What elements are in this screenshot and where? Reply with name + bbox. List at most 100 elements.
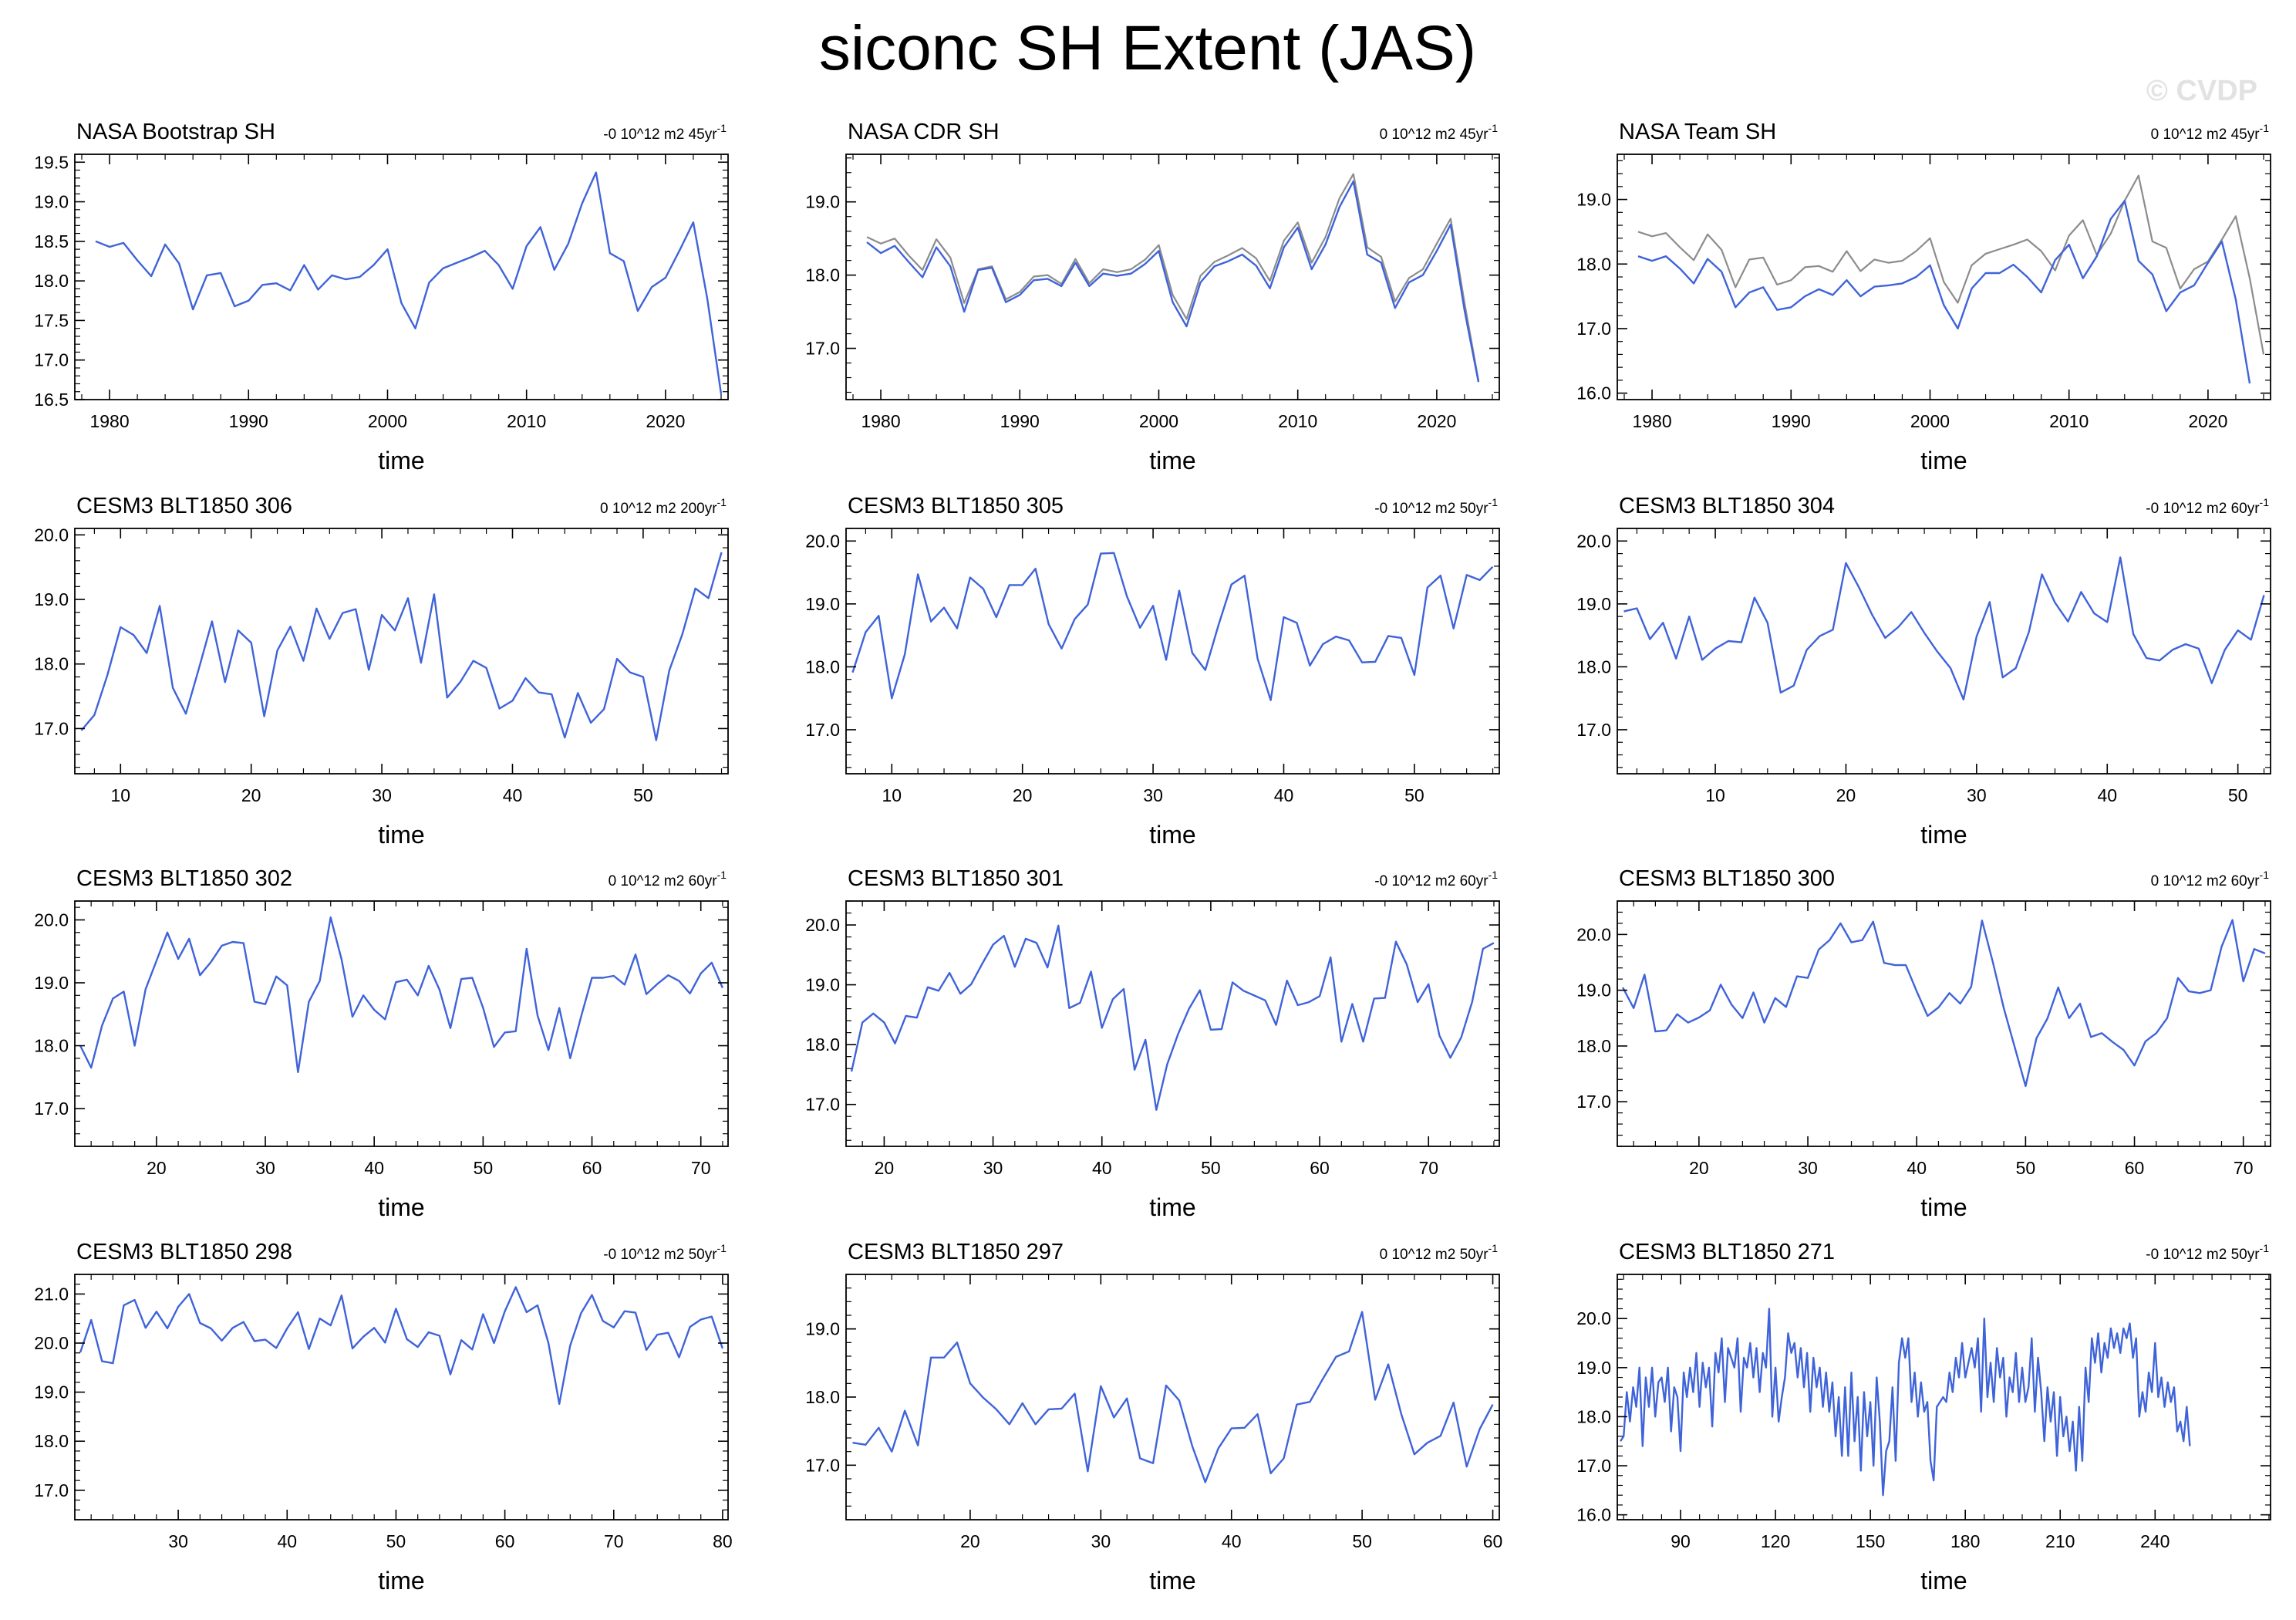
trend-label: -0 10^12 m2 60yr-1 — [1374, 869, 1498, 889]
panel-2: NASA CDR SH 0 10^12 m2 45yr-1 1980 1990 2000… — [805, 120, 1500, 474]
y-tick-label: 20.0 — [34, 1333, 69, 1353]
x-tick-label: 30 — [1091, 1531, 1111, 1551]
x-tick-label: 30 — [1798, 1158, 1818, 1178]
y-tick-label: 17.0 — [1576, 1456, 1611, 1476]
series-line — [852, 1311, 1494, 1483]
y-tick-label: 19.0 — [805, 192, 840, 212]
trend-label: 0 10^12 m2 50yr-1 — [1380, 1242, 1499, 1263]
y-tick-label: 17.0 — [1576, 1092, 1611, 1112]
trend-label: -0 10^12 m2 45yr-1 — [603, 122, 727, 143]
y-tick-label: 21.0 — [34, 1284, 69, 1304]
panel-10: CESM3 BLT1850 298 -0 10^12 m2 50yr-1 30 40 5… — [34, 1240, 733, 1595]
trend-exponent: -1 — [2260, 122, 2270, 134]
x-tick-label: 60 — [1310, 1158, 1330, 1178]
y-tick-label: 19.0 — [1576, 190, 1611, 210]
trend-value: 0 10^12 m2 60yr — [609, 873, 718, 889]
trend-exponent: -1 — [717, 122, 727, 134]
x-tick-label: 150 — [1856, 1531, 1885, 1551]
panel-title: CESM3 BLT1850 271 — [1619, 1240, 1835, 1264]
x-axis-label: time — [1149, 1567, 1195, 1595]
series-group — [1622, 919, 2266, 1088]
x-tick-label: 80 — [713, 1531, 733, 1551]
trend-exponent: -1 — [1489, 869, 1499, 881]
trend-exponent: -1 — [717, 869, 727, 881]
x-tick-label: 120 — [1761, 1531, 1790, 1551]
series-group — [95, 171, 723, 394]
y-tick-label: 19.0 — [34, 192, 69, 212]
x-tick-label: 1990 — [229, 411, 268, 431]
x-tick-label: 70 — [604, 1531, 624, 1551]
x-axis-label: time — [1920, 1567, 1967, 1595]
y-tick-label: 16.5 — [34, 390, 69, 410]
watermark: © CVDP — [2146, 75, 2257, 107]
trend-exponent: -1 — [717, 1242, 727, 1254]
trend-value: -0 10^12 m2 60yr — [2146, 501, 2260, 517]
y-tick-label: 17.0 — [1576, 319, 1611, 339]
y-tick-label: 19.0 — [34, 973, 69, 993]
x-tick-label: 2020 — [646, 411, 685, 431]
y-tick-label: 20.0 — [1576, 531, 1611, 551]
y-tick-label: 16.0 — [1576, 383, 1611, 403]
x-tick-label: 2000 — [1139, 411, 1178, 431]
x-tick-label: 40 — [364, 1158, 384, 1178]
series-line — [95, 171, 723, 394]
series-line — [1622, 919, 2266, 1088]
trend-label: 0 10^12 m2 45yr-1 — [2151, 122, 2270, 143]
x-tick-label: 50 — [2016, 1158, 2036, 1178]
x-tick-label: 30 — [255, 1158, 275, 1178]
trend-label: 0 10^12 m2 200yr-1 — [600, 496, 727, 517]
plot-frame — [845, 900, 1500, 1147]
panel-11: CESM3 BLT1850 297 0 10^12 m2 50yr-1 20 30 40… — [805, 1240, 1502, 1595]
trend-value: -0 10^12 m2 60yr — [1374, 873, 1489, 889]
trend-label: -0 10^12 m2 50yr-1 — [603, 1242, 727, 1263]
panel-title: CESM3 BLT1850 306 — [76, 494, 292, 518]
panel-4: CESM3 BLT1850 306 0 10^12 m2 200yr-1 10 20 3… — [34, 494, 729, 849]
x-tick-label: 2020 — [2188, 411, 2227, 431]
panel-title: CESM3 BLT1850 297 — [848, 1240, 1064, 1264]
x-tick-label: 1980 — [89, 411, 129, 431]
series-line — [866, 180, 1480, 383]
x-tick-label: 2010 — [1278, 411, 1317, 431]
trend-exponent: -1 — [717, 496, 727, 508]
plot-frame — [74, 154, 729, 400]
series-group — [1637, 174, 2265, 384]
trend-label: -0 10^12 m2 60yr-1 — [2146, 496, 2269, 517]
x-tick-label: 1980 — [1632, 411, 1671, 431]
x-axis-label: time — [378, 447, 424, 474]
trend-value: 0 10^12 m2 45yr — [1380, 127, 1489, 143]
panel-title: CESM3 BLT1850 304 — [1619, 494, 1835, 518]
series-group — [80, 552, 723, 741]
x-tick-label: 20 — [147, 1158, 167, 1178]
panel-title: NASA CDR SH — [848, 120, 1000, 144]
x-axis-label: time — [1920, 1193, 1967, 1221]
x-tick-label: 40 — [277, 1531, 297, 1551]
x-axis-label: time — [1149, 821, 1195, 849]
panel-8: CESM3 BLT1850 301 -0 10^12 m2 60yr-1 20 30 4… — [805, 866, 1500, 1221]
series-line — [80, 552, 723, 741]
x-tick-label: 10 — [110, 785, 130, 805]
series-group — [850, 924, 1495, 1111]
trend-label: -0 10^12 m2 50yr-1 — [1374, 496, 1498, 517]
x-tick-label: 2020 — [1417, 411, 1456, 431]
y-tick-label: 19.0 — [1576, 594, 1611, 614]
trend-value: 0 10^12 m2 60yr — [2151, 873, 2261, 889]
y-tick-label: 20.0 — [1576, 1308, 1611, 1328]
trend-exponent: -1 — [2260, 1242, 2270, 1254]
x-tick-label: 70 — [2234, 1158, 2254, 1178]
x-tick-label: 20 — [1013, 785, 1033, 805]
trend-label: 0 10^12 m2 45yr-1 — [1380, 122, 1499, 143]
y-tick-label: 18.0 — [1576, 1036, 1611, 1056]
x-tick-label: 60 — [2125, 1158, 2145, 1178]
trend-exponent: -1 — [1489, 122, 1499, 134]
trend-exponent: -1 — [1489, 496, 1499, 508]
x-tick-label: 30 — [168, 1531, 188, 1551]
x-tick-label: 50 — [2228, 785, 2248, 805]
y-tick-label: 17.0 — [34, 1099, 69, 1119]
series-group — [79, 916, 724, 1074]
series-line — [850, 924, 1495, 1111]
x-tick-label: 60 — [582, 1158, 602, 1178]
x-tick-label: 70 — [691, 1158, 711, 1178]
x-tick-label: 50 — [1404, 785, 1424, 805]
y-tick-label: 19.0 — [34, 589, 69, 609]
figure-title: siconc SH Extent (JAS) — [819, 13, 1476, 83]
